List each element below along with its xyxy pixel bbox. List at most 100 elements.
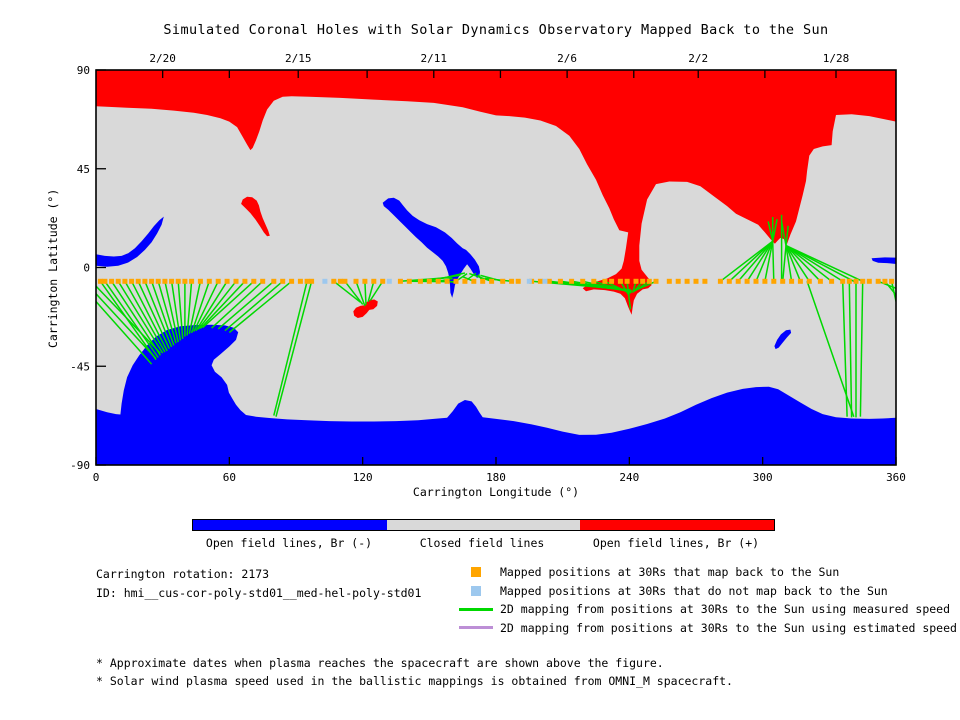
y-axis-tick-label: -90 <box>70 459 90 472</box>
mapped-marker <box>435 278 441 284</box>
mapped-marker <box>353 278 359 284</box>
region-south-polar-open-neg <box>96 324 896 465</box>
measured-mapping-line <box>344 280 364 305</box>
measured-mapping-line <box>785 244 864 282</box>
mapped-marker <box>289 278 295 284</box>
mapped-marker <box>142 278 148 284</box>
y-axis-tick-label: 90 <box>77 64 90 77</box>
legend-swatch-box <box>458 626 494 629</box>
mapped-marker <box>817 278 823 284</box>
mapped-marker <box>242 278 248 284</box>
mapped-marker <box>417 278 423 284</box>
date-label: 2/6 <box>557 52 577 65</box>
y-axis-tick-label: 0 <box>83 262 90 275</box>
y-axis-tick-label: -45 <box>70 360 90 373</box>
mapped-marker <box>444 278 450 284</box>
mapped-marker <box>509 278 515 284</box>
carrington-rotation-text: Carrington rotation: 2173 <box>96 567 270 581</box>
mapped-marker <box>380 278 386 284</box>
mapped-marker <box>102 278 108 284</box>
y-axis-tick-label: 45 <box>77 163 90 176</box>
mapped-marker <box>853 278 859 284</box>
x-axis-tick-label: 60 <box>223 471 236 484</box>
x-axis-tick-label: 360 <box>886 471 906 484</box>
mapped-marker <box>206 278 212 284</box>
region-east-sliver-open-neg <box>871 257 896 264</box>
measured-mapping-line <box>96 301 153 365</box>
measured-mapping-line <box>224 280 284 332</box>
mapped-marker <box>569 278 575 284</box>
measured-mapping-line <box>170 281 182 341</box>
mapped-marker <box>515 278 521 284</box>
region-central-open-neg <box>382 197 480 298</box>
mapped-marker <box>471 278 477 284</box>
mapped-marker <box>726 278 732 284</box>
mapped-marker <box>224 278 230 284</box>
measured-mapping-line <box>785 245 833 282</box>
legend-label-estimated-speed: 2D mapping from positions at 30Rs to the… <box>500 620 957 635</box>
measured-mapping-line <box>199 280 246 330</box>
measured-mapping-line <box>197 280 237 330</box>
mapped-marker <box>280 278 286 284</box>
mapped-marker <box>233 278 239 284</box>
mapped-marker <box>489 278 495 284</box>
mapped-marker <box>609 278 615 284</box>
measured-mapping-line <box>211 280 264 329</box>
measured-mapping-line <box>785 225 789 246</box>
measured-mapping-line <box>785 245 793 282</box>
mapped-marker <box>602 278 608 284</box>
mapped-marker <box>882 278 888 284</box>
measured-mapping-line <box>273 281 308 416</box>
legend-row-measured-speed: 2D mapping from positions at 30Rs to the… <box>458 602 950 616</box>
not-mapped-marker <box>386 278 392 284</box>
mapped-marker <box>97 278 103 284</box>
mapped-marker <box>155 278 161 284</box>
y-axis-label: Carrington Latitude (°) <box>46 188 60 348</box>
mapped-marker <box>115 278 121 284</box>
mapped-marker <box>806 278 812 284</box>
x-axis-tick-label: 300 <box>753 471 773 484</box>
x-axis-tick-label: 120 <box>353 471 373 484</box>
field-line-colorbar <box>192 519 775 531</box>
colorbar-label-open-positive: Open field lines, Br (+) <box>592 536 760 550</box>
date-label: 2/2 <box>688 52 708 65</box>
region-south-blob-open-pos <box>353 299 378 318</box>
mapped-marker <box>866 278 872 284</box>
measured-mapping-line <box>96 285 161 354</box>
measured-mapping-line <box>96 293 157 360</box>
region-north-polar-open-pos <box>96 70 896 315</box>
legend-swatch-box <box>458 567 494 577</box>
mapped-marker <box>591 278 597 284</box>
date-label: 2/11 <box>421 52 448 65</box>
measured-mapping-line <box>635 280 657 291</box>
measured-mapping-line <box>150 281 175 346</box>
legend-label-mapped: Mapped positions at 30Rs that map back t… <box>500 565 840 579</box>
measured-mapping-line <box>429 272 466 283</box>
mapped-marker <box>109 278 115 284</box>
mapped-marker <box>617 278 623 284</box>
mapped-marker <box>342 278 348 284</box>
mapped-marker <box>480 278 486 284</box>
measured-mapping-line <box>110 280 162 356</box>
measured-mapping-line <box>275 281 313 417</box>
measured-mapping-line <box>193 280 219 332</box>
mapping-lines <box>96 214 896 418</box>
x-axis-tick-label: 0 <box>93 471 100 484</box>
measured-mapping-line <box>217 280 275 330</box>
legend-label-not-mapped: Mapped positions at 30Rs that do not map… <box>500 583 888 598</box>
figure-title: Simulated Coronal Holes with Solar Dynam… <box>163 22 829 38</box>
region-west-streak-open-neg <box>96 216 164 267</box>
mapped-position-markers <box>97 278 895 284</box>
mapped-marker <box>753 278 759 284</box>
mapped-marker <box>780 278 786 284</box>
measured-mapping-line <box>157 281 177 344</box>
measured-mapping-line <box>785 244 844 282</box>
mapped-marker <box>889 278 895 284</box>
date-label: 2/20 <box>149 52 176 65</box>
colorbar-open-negative-segment <box>193 520 387 530</box>
measured-mapping-line <box>806 281 855 417</box>
date-label: 2/15 <box>285 52 312 65</box>
measured-mapping-line <box>728 240 774 282</box>
measured-mapping-line <box>188 281 202 334</box>
